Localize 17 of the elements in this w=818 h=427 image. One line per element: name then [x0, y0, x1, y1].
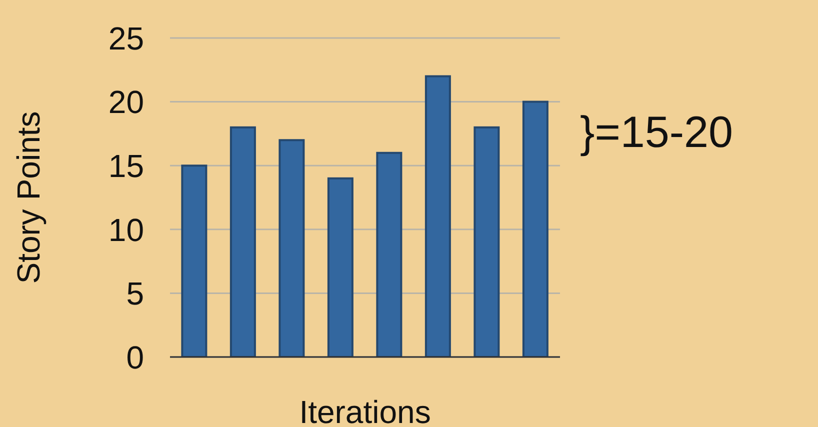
bar [181, 164, 208, 357]
bar [230, 126, 256, 357]
y-tick-label: 10 [108, 212, 144, 248]
bar [278, 139, 305, 357]
y-tick-label: 15 [108, 148, 144, 184]
y-tick-label: 25 [108, 20, 144, 56]
y-tick-label: 20 [108, 84, 144, 120]
y-tick-label: 0 [126, 339, 144, 376]
bar [327, 177, 354, 357]
bar [474, 126, 500, 357]
bar [424, 75, 451, 357]
text: }=15-20 [580, 108, 733, 158]
bar [522, 100, 548, 357]
y-tick-label: 5 [126, 276, 144, 312]
x-axis-title: Iterations [299, 394, 431, 427]
y-axis-title: Story Points [10, 111, 46, 284]
bar [376, 152, 402, 357]
